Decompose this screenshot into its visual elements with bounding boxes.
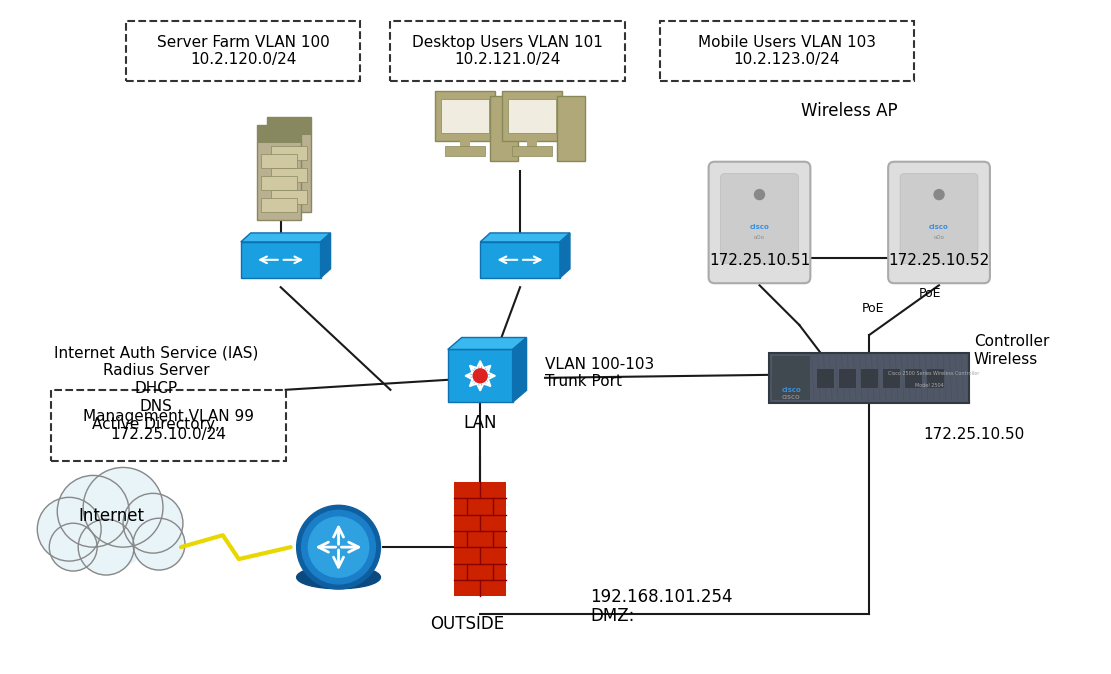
- Text: Management VLAN 99
172.25.10.0/24: Management VLAN 99 172.25.10.0/24: [83, 409, 254, 442]
- Text: DNS: DNS: [140, 399, 172, 415]
- FancyBboxPatch shape: [905, 369, 921, 387]
- Ellipse shape: [297, 565, 380, 589]
- Text: Mobile Users VLAN 103
10.2.123.0/24: Mobile Users VLAN 103 10.2.123.0/24: [698, 35, 875, 67]
- Circle shape: [78, 519, 134, 575]
- Text: cisco: cisco: [929, 224, 949, 231]
- Text: oOo: oOo: [754, 235, 765, 240]
- Polygon shape: [512, 338, 527, 402]
- FancyBboxPatch shape: [446, 146, 486, 156]
- Polygon shape: [480, 242, 560, 278]
- Text: DMZ:: DMZ:: [590, 607, 634, 625]
- FancyBboxPatch shape: [271, 168, 307, 182]
- Text: DHCP: DHCP: [134, 381, 178, 396]
- Circle shape: [38, 497, 101, 561]
- Circle shape: [473, 369, 487, 383]
- FancyBboxPatch shape: [508, 99, 556, 133]
- Text: Internet Auth Service (IAS): Internet Auth Service (IAS): [53, 346, 258, 361]
- Text: Cisco 2500 Series Wireless Controller: Cisco 2500 Series Wireless Controller: [889, 371, 980, 376]
- FancyBboxPatch shape: [257, 125, 301, 220]
- Circle shape: [58, 475, 129, 547]
- Polygon shape: [321, 233, 331, 278]
- Text: Controller: Controller: [974, 334, 1049, 350]
- FancyBboxPatch shape: [267, 117, 311, 135]
- FancyBboxPatch shape: [527, 137, 537, 149]
- Text: Desktop Users VLAN 101
10.2.121.0/24: Desktop Users VLAN 101 10.2.121.0/24: [412, 35, 603, 67]
- Text: 172.25.10.52: 172.25.10.52: [889, 253, 990, 268]
- FancyBboxPatch shape: [490, 96, 518, 160]
- Text: Server Farm VLAN 100
10.2.120.0/24: Server Farm VLAN 100 10.2.120.0/24: [157, 35, 330, 67]
- Circle shape: [297, 506, 380, 589]
- FancyBboxPatch shape: [502, 91, 562, 141]
- FancyBboxPatch shape: [257, 125, 301, 144]
- FancyBboxPatch shape: [709, 162, 810, 283]
- FancyBboxPatch shape: [261, 198, 297, 212]
- Circle shape: [309, 517, 369, 577]
- FancyBboxPatch shape: [271, 146, 307, 160]
- Text: 192.168.101.254: 192.168.101.254: [590, 588, 732, 606]
- FancyBboxPatch shape: [454, 482, 507, 596]
- FancyBboxPatch shape: [441, 99, 489, 133]
- Circle shape: [133, 518, 184, 570]
- Circle shape: [91, 521, 131, 561]
- FancyBboxPatch shape: [721, 174, 799, 264]
- Text: VLAN 100-103: VLAN 100-103: [546, 357, 654, 372]
- FancyBboxPatch shape: [888, 162, 990, 283]
- Text: Model 2504: Model 2504: [915, 384, 944, 388]
- Circle shape: [754, 189, 764, 200]
- FancyBboxPatch shape: [267, 117, 311, 212]
- Text: Trunk Port: Trunk Port: [546, 374, 622, 390]
- Text: PoE: PoE: [862, 302, 884, 315]
- Circle shape: [83, 468, 163, 547]
- Text: 172.25.10.51: 172.25.10.51: [709, 253, 810, 268]
- Text: OUTSIDE: OUTSIDE: [430, 615, 504, 633]
- Polygon shape: [480, 233, 570, 242]
- Circle shape: [302, 510, 376, 584]
- FancyBboxPatch shape: [770, 353, 969, 403]
- FancyBboxPatch shape: [772, 356, 810, 400]
- Text: 172.25.10.50: 172.25.10.50: [923, 427, 1024, 442]
- Text: CISCO: CISCO: [782, 395, 801, 400]
- FancyBboxPatch shape: [512, 146, 552, 156]
- FancyBboxPatch shape: [557, 96, 584, 160]
- FancyBboxPatch shape: [927, 369, 943, 387]
- FancyBboxPatch shape: [271, 190, 307, 204]
- Text: Wireless AP: Wireless AP: [801, 102, 898, 120]
- Text: LAN: LAN: [463, 414, 497, 431]
- FancyBboxPatch shape: [900, 174, 978, 264]
- Polygon shape: [448, 338, 527, 349]
- Circle shape: [934, 189, 944, 200]
- FancyBboxPatch shape: [261, 154, 297, 168]
- Text: Internet: Internet: [78, 508, 144, 525]
- Circle shape: [123, 493, 183, 553]
- Polygon shape: [241, 242, 321, 278]
- FancyBboxPatch shape: [460, 137, 470, 149]
- Text: cisco: cisco: [781, 387, 801, 393]
- Text: Wireless: Wireless: [974, 353, 1038, 367]
- FancyBboxPatch shape: [436, 91, 496, 141]
- Text: Radius Server: Radius Server: [102, 363, 209, 378]
- Polygon shape: [560, 233, 570, 278]
- Text: Active Directory,: Active Directory,: [92, 417, 220, 432]
- Circle shape: [49, 523, 97, 571]
- FancyBboxPatch shape: [818, 369, 833, 387]
- Text: PoE: PoE: [919, 286, 942, 300]
- Circle shape: [73, 493, 149, 569]
- FancyBboxPatch shape: [861, 369, 878, 387]
- FancyBboxPatch shape: [883, 369, 899, 387]
- FancyBboxPatch shape: [261, 176, 297, 190]
- Polygon shape: [241, 233, 331, 242]
- Polygon shape: [448, 349, 512, 402]
- Text: oOo: oOo: [933, 235, 944, 240]
- FancyBboxPatch shape: [839, 369, 855, 387]
- Text: cisco: cisco: [750, 224, 769, 231]
